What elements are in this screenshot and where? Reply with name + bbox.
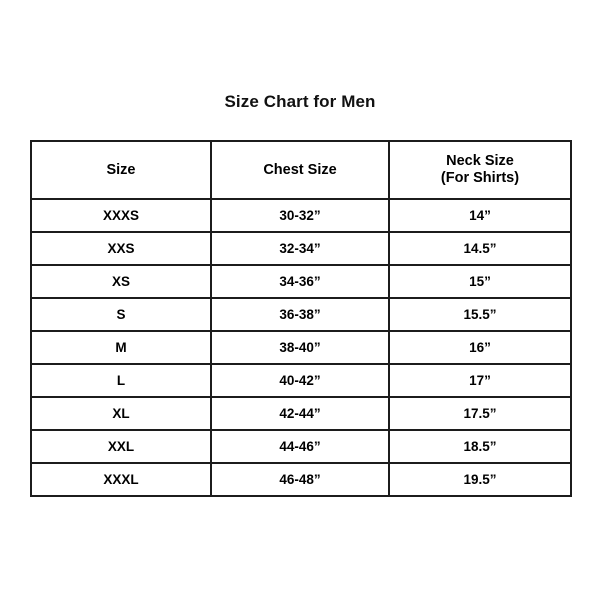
cell-chest-size: 34-36” xyxy=(210,264,390,299)
cell-neck-size: 17.5” xyxy=(388,396,572,431)
table-row: XXXL 46-48” 19.5” xyxy=(30,462,572,497)
cell-neck-size: 14” xyxy=(388,198,572,233)
table-row: XL 42-44” 17.5” xyxy=(30,396,572,431)
cell-chest-size: 32-34” xyxy=(210,231,390,266)
cell-neck-size: 16” xyxy=(388,330,572,365)
page-title: Size Chart for Men xyxy=(224,92,376,111)
cell-chest-size: 40-42” xyxy=(210,363,390,398)
cell-chest-size: 42-44” xyxy=(210,396,390,431)
column-header-neck-size-label: Neck Size xyxy=(446,153,514,169)
cell-size: XS xyxy=(30,264,212,299)
cell-neck-size: 19.5” xyxy=(388,462,572,497)
column-header-chest-size: Chest Size xyxy=(210,140,390,200)
cell-chest-size: 38-40” xyxy=(210,330,390,365)
table-row: XXL 44-46” 18.5” xyxy=(30,429,572,464)
cell-size: XXS xyxy=(30,231,212,266)
table-row: L 40-42” 17” xyxy=(30,363,572,398)
cell-size: XXXL xyxy=(30,462,212,497)
cell-size: L xyxy=(30,363,212,398)
table-row: M 38-40” 16” xyxy=(30,330,572,365)
table-header: Size Chest Size Neck Size (For Shirts) xyxy=(30,140,572,200)
table-body: XXXS 30-32” 14” XXS 32-34” 14.5” XS 34-3… xyxy=(30,198,572,497)
cell-size: XL xyxy=(30,396,212,431)
cell-neck-size: 14.5” xyxy=(388,231,572,266)
column-header-chest-size-label: Chest Size xyxy=(263,161,337,178)
column-header-size: Size xyxy=(30,140,212,200)
table-row: XS 34-36” 15” xyxy=(30,264,572,299)
cell-size: XXXS xyxy=(30,198,212,233)
column-header-neck-size: Neck Size (For Shirts) xyxy=(388,140,572,200)
cell-size: XXL xyxy=(30,429,212,464)
cell-size: M xyxy=(30,330,212,365)
size-chart-table: Size Chest Size Neck Size (For Shirts) X… xyxy=(30,140,572,497)
cell-chest-size: 44-46” xyxy=(210,429,390,464)
cell-size: S xyxy=(30,297,212,332)
column-header-neck-size-sublabel: (For Shirts) xyxy=(440,170,520,186)
cell-neck-size: 18.5” xyxy=(388,429,572,464)
cell-neck-size: 15.5” xyxy=(388,297,572,332)
cell-chest-size: 36-38” xyxy=(210,297,390,332)
table-row: S 36-38” 15.5” xyxy=(30,297,572,332)
table-header-row: Size Chest Size Neck Size (For Shirts) xyxy=(30,140,572,200)
column-header-size-label: Size xyxy=(106,161,136,178)
cell-neck-size: 15” xyxy=(388,264,572,299)
table-row: XXS 32-34” 14.5” xyxy=(30,231,572,266)
table-row: XXXS 30-32” 14” xyxy=(30,198,572,233)
cell-chest-size: 30-32” xyxy=(210,198,390,233)
cell-neck-size: 17” xyxy=(388,363,572,398)
cell-chest-size: 46-48” xyxy=(210,462,390,497)
